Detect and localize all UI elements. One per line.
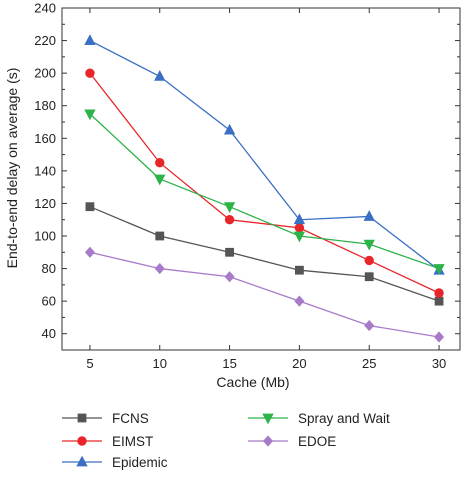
- data-point: [294, 295, 305, 307]
- data-point: [84, 34, 96, 45]
- data-point: [223, 202, 236, 214]
- legend-item: Spray and Wait: [248, 411, 390, 426]
- legend-item: EDOE: [248, 434, 336, 449]
- y-tick-label: 100: [34, 229, 56, 244]
- series-line: [89, 39, 440, 271]
- legend-label: Spray and Wait: [298, 411, 390, 426]
- series-fcns: [85, 202, 444, 306]
- legend-marker: [77, 436, 87, 446]
- data-point: [84, 246, 95, 258]
- data-point: [363, 210, 375, 221]
- y-tick-label: 160: [34, 131, 56, 146]
- series-line: [89, 113, 440, 270]
- data-point: [364, 319, 375, 332]
- x-tick-label: 10: [153, 356, 167, 371]
- data-point: [433, 264, 445, 275]
- data-point: [434, 296, 444, 306]
- y-tick-label: 40: [42, 326, 56, 341]
- y-tick-label: 60: [42, 294, 56, 309]
- x-tick-label: 20: [292, 356, 306, 371]
- y-tick-label: 120: [34, 196, 56, 211]
- x-tick-label: 5: [86, 356, 93, 371]
- data-point: [364, 255, 374, 266]
- series-eimst: [85, 68, 444, 298]
- data-point: [294, 223, 305, 233]
- legend-marker: [262, 413, 274, 425]
- data-point: [84, 109, 96, 121]
- plot-area-frame: [61, 7, 461, 351]
- data-point: [363, 239, 375, 251]
- legend-marker: [262, 435, 274, 447]
- legend-label: EDOE: [298, 434, 336, 449]
- data-point: [223, 123, 236, 135]
- legend-marker: [77, 413, 87, 423]
- series-epidemic: [84, 34, 445, 275]
- data-point: [293, 231, 306, 243]
- data-point: [364, 272, 374, 282]
- series-line: [89, 251, 440, 338]
- legend: FCNS EIMST Epidemic Spray and Wait EDOE: [62, 411, 390, 470]
- legend-label: EIMST: [112, 434, 153, 449]
- legend-marker: [76, 455, 88, 467]
- data-point: [154, 70, 166, 81]
- y-axis-title: End-to-end delay on average (s): [4, 68, 20, 269]
- series-spray-and-wait: [84, 109, 445, 275]
- series-line: [89, 72, 440, 294]
- y-tick-label: 220: [34, 33, 56, 48]
- data-point: [154, 174, 166, 186]
- x-tick-label: 25: [362, 356, 376, 371]
- legend-item: Epidemic: [62, 455, 168, 470]
- legend-label: Epidemic: [112, 455, 168, 470]
- x-tick-label: 30: [432, 356, 446, 371]
- legend-label: FCNS: [112, 411, 149, 426]
- data-point: [295, 265, 304, 275]
- data-point: [155, 231, 165, 241]
- series-edoe: [84, 246, 445, 343]
- legend-item: FCNS: [62, 411, 149, 426]
- y-tick-label: 180: [34, 98, 56, 113]
- data-point: [85, 68, 95, 78]
- data-point: [434, 288, 444, 298]
- y-tick-label: 240: [34, 1, 56, 16]
- data-point: [154, 262, 165, 275]
- x-axis-title: Cache (Mb): [216, 374, 289, 390]
- data-point: [224, 215, 235, 225]
- data-point: [293, 213, 306, 225]
- y-tick-label: 80: [42, 261, 56, 276]
- y-tick-label: 140: [34, 163, 56, 178]
- data-point: [434, 331, 445, 343]
- x-tick-label: 15: [222, 356, 236, 371]
- data-point: [224, 271, 235, 283]
- data-point: [225, 247, 234, 257]
- data-point: [85, 202, 95, 212]
- legend-item: EIMST: [62, 434, 153, 449]
- data-point: [155, 158, 165, 168]
- series-line: [89, 206, 440, 302]
- y-tick-label: 200: [34, 66, 56, 81]
